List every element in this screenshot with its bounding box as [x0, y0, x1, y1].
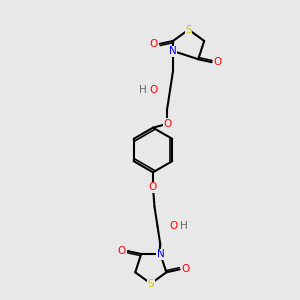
Text: N: N: [169, 46, 177, 56]
Text: H: H: [180, 221, 188, 231]
Text: S: S: [148, 279, 154, 289]
Text: O: O: [118, 246, 126, 256]
Text: O: O: [182, 264, 190, 274]
Text: S: S: [185, 25, 192, 34]
Text: O: O: [163, 119, 171, 129]
Text: O: O: [149, 182, 157, 192]
Text: O: O: [150, 85, 158, 95]
Text: O: O: [213, 57, 222, 67]
Text: H: H: [140, 85, 147, 95]
Text: O: O: [150, 39, 158, 49]
Text: O: O: [170, 221, 178, 231]
Text: N: N: [157, 249, 164, 259]
